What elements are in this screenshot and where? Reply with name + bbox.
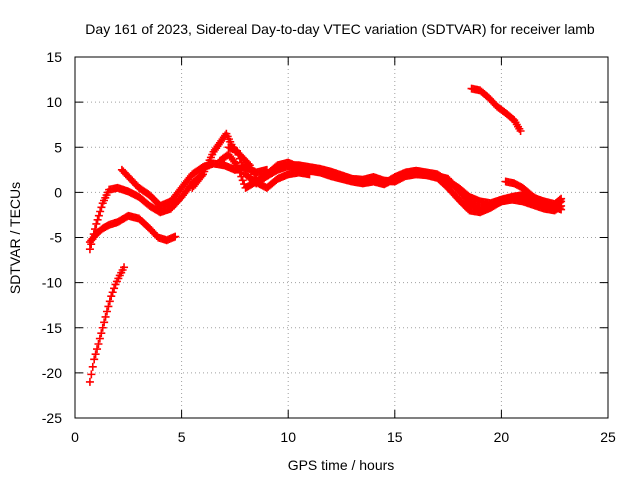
data-point bbox=[244, 159, 253, 168]
data-point bbox=[240, 166, 249, 175]
data-point bbox=[93, 345, 102, 354]
data-point bbox=[235, 154, 244, 163]
x-tick-label: 25 bbox=[600, 429, 616, 445]
data-point bbox=[95, 334, 104, 343]
data-point bbox=[85, 377, 94, 386]
data-point bbox=[234, 150, 243, 159]
data-point bbox=[94, 339, 103, 348]
x-tick-label: 15 bbox=[387, 429, 403, 445]
data-point bbox=[555, 195, 564, 204]
data-point bbox=[237, 158, 246, 167]
y-tick-labels: -25 -20 -15 -10 -5 0 5 10 15 bbox=[42, 49, 62, 426]
x-tick-label: 5 bbox=[178, 429, 186, 445]
axis-ticks bbox=[74, 56, 609, 419]
x-tick-label: 10 bbox=[280, 429, 296, 445]
data-point bbox=[93, 215, 102, 224]
data-point bbox=[120, 263, 129, 272]
data-point bbox=[238, 176, 247, 185]
data-point bbox=[91, 350, 100, 359]
y-tick-label: 5 bbox=[54, 139, 62, 155]
y-tick-label: -10 bbox=[42, 275, 62, 291]
y-tick-label: 15 bbox=[46, 49, 62, 65]
y-tick-label: -25 bbox=[42, 410, 62, 426]
data-point bbox=[91, 225, 100, 234]
data-point bbox=[98, 323, 107, 332]
y-tick-label: -20 bbox=[42, 365, 62, 381]
data-point bbox=[557, 205, 566, 214]
data-point bbox=[234, 165, 243, 174]
data-point bbox=[88, 362, 97, 371]
data-series bbox=[85, 263, 129, 386]
data-series bbox=[501, 177, 566, 214]
data-point bbox=[97, 329, 106, 338]
data-point bbox=[102, 307, 111, 316]
data-point bbox=[87, 240, 96, 249]
x-tick-label: 20 bbox=[494, 429, 510, 445]
data-point bbox=[171, 232, 180, 241]
data-point bbox=[88, 235, 97, 244]
y-tick-label: -15 bbox=[42, 320, 62, 336]
data-point bbox=[235, 168, 244, 177]
data-point bbox=[105, 297, 114, 306]
x-tick-labels: 0 5 10 15 20 25 bbox=[71, 429, 616, 445]
data-point bbox=[557, 194, 566, 203]
data-series bbox=[284, 161, 566, 217]
data-point bbox=[104, 302, 113, 311]
data-point bbox=[110, 284, 119, 293]
data-point bbox=[100, 318, 109, 327]
data-point bbox=[97, 203, 106, 212]
data-point bbox=[233, 161, 242, 170]
data-layer bbox=[85, 84, 566, 386]
chart-title: Day 161 of 2023, Sidereal Day-to-day VTE… bbox=[85, 21, 595, 37]
y-tick-label: -5 bbox=[50, 230, 63, 246]
data-point bbox=[96, 207, 105, 216]
data-point bbox=[90, 355, 99, 364]
data-series bbox=[85, 211, 180, 247]
data-point bbox=[238, 162, 247, 171]
data-point bbox=[89, 230, 98, 239]
data-point bbox=[94, 211, 103, 220]
x-axis-label: GPS time / hours bbox=[288, 457, 395, 473]
data-series bbox=[467, 84, 525, 136]
data-point bbox=[85, 245, 94, 254]
data-point bbox=[107, 292, 116, 301]
data-point bbox=[233, 146, 242, 155]
data-point bbox=[101, 312, 110, 321]
y-tick-label: 10 bbox=[46, 94, 62, 110]
x-tick-label: 0 bbox=[71, 429, 79, 445]
data-point bbox=[231, 159, 240, 168]
data-point bbox=[197, 172, 206, 181]
y-axis-label: SDTVAR / TECUs bbox=[7, 182, 23, 294]
data-point bbox=[516, 127, 525, 136]
data-point bbox=[87, 370, 96, 379]
data-point bbox=[237, 172, 246, 181]
data-point bbox=[108, 288, 117, 297]
data-point bbox=[92, 219, 101, 228]
y-tick-label: 0 bbox=[54, 184, 62, 200]
